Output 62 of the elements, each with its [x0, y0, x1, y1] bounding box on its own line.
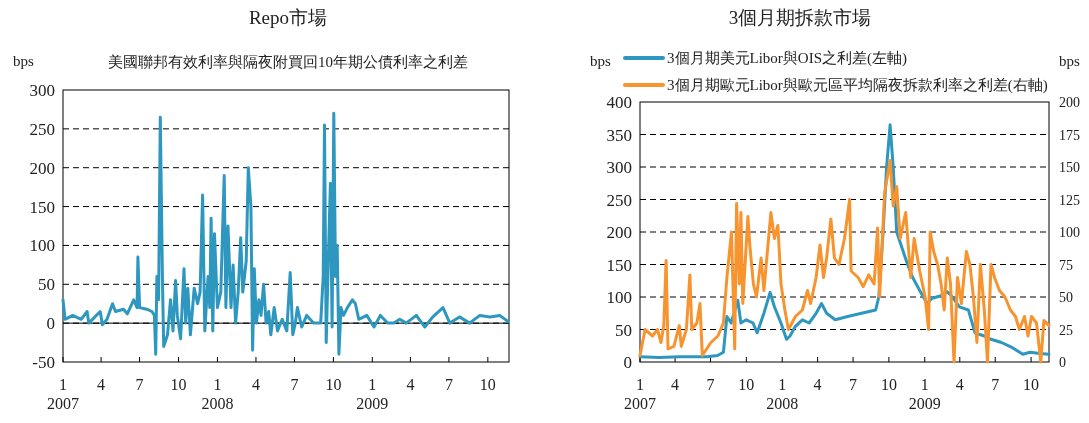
x-tick-label: 1 2007 [47, 376, 79, 413]
x-tick-label: 7 [290, 376, 299, 393]
x-tick-label: 10 [325, 376, 342, 393]
y-tick-label: 100 [29, 236, 55, 256]
x-tick-label: 1 2009 [908, 376, 941, 413]
y2-tick-label: 75 [1059, 257, 1073, 273]
x-tick-label: 1 2007 [624, 376, 656, 413]
y-tick-label: 250 [29, 119, 55, 139]
y2-tick-label: 125 [1059, 192, 1080, 208]
legend-label: 3個月期歐元Libor與歐元區平均隔夜拆款利率之利差(右軸) [667, 77, 1048, 94]
y-tick-label: 150 [29, 197, 55, 217]
y-tick-label: -50 [32, 353, 55, 372]
legend-item: 3個月期美元Libor與OIS之利差(左軸) [623, 50, 907, 66]
y-tick-label: 350 [606, 125, 632, 145]
y2-tick-label: 50 [1059, 290, 1073, 305]
x-tick-label: 7 [991, 376, 1000, 393]
y-tick-label: 100 [606, 288, 632, 307]
y-axis-title: bps [13, 53, 34, 69]
x-tick-label: 4 [97, 376, 106, 393]
legend-label: 3個月期美元Libor與OIS之利差(左軸) [667, 50, 907, 67]
y2-tick-label: 200 [1059, 95, 1080, 110]
line-series [61, 111, 510, 356]
x-tick-label: 10 [479, 376, 496, 393]
x-tick-label: 10 [1023, 376, 1040, 393]
y-tick-label: 0 [46, 314, 55, 334]
chart-subtitle: 美國聯邦有效利率與隔夜附買回10年期公債利率之利差 [108, 54, 468, 70]
x-tick-label: 4 [671, 376, 680, 393]
x-tick-label: 7 [444, 376, 453, 393]
y-tick-label: 300 [29, 81, 55, 100]
chart-title: Repo市場 [248, 7, 328, 28]
y-tick-label: 200 [29, 158, 55, 178]
x-tick-label: 4 [955, 376, 964, 393]
y-tick-label: 400 [606, 93, 632, 112]
y-tick-label: 50 [615, 320, 632, 340]
line-series [638, 159, 1051, 364]
chart-title: 3個月期拆款市場 [728, 7, 872, 28]
x-tick-label: 10 [738, 376, 755, 393]
y-tick-label: 300 [606, 158, 632, 177]
y-tick-label: 0 [623, 353, 632, 372]
y2-tick-label: 175 [1059, 127, 1080, 143]
x-tick-label: 10 [880, 376, 897, 393]
y-tick-label: 150 [606, 255, 632, 275]
y-axis-title: bps [590, 53, 611, 69]
legend-item: 3個月期歐元Libor與歐元區平均隔夜拆款利率之利差(右軸) [623, 77, 1048, 93]
x-tick-label: 7 [135, 376, 144, 393]
y2-axis-title: bps [1059, 53, 1080, 69]
x-tick-label: 1 2008 [766, 376, 799, 413]
x-tick-label: 4 [813, 376, 822, 393]
x-tick-label: 7 [706, 376, 715, 393]
y2-tick-label: 25 [1059, 322, 1073, 338]
x-tick-label: 1 2008 [201, 376, 234, 413]
y2-tick-label: 150 [1059, 160, 1080, 175]
y2-tick-label: 0 [1059, 355, 1066, 370]
x-tick-label: 7 [849, 376, 858, 393]
x-tick-label: 10 [170, 376, 187, 393]
x-tick-label: 4 [406, 376, 415, 393]
y2-tick-label: 100 [1059, 225, 1080, 240]
y-tick-label: 50 [38, 275, 55, 295]
y-tick-label: 200 [606, 223, 632, 242]
x-tick-label: 1 2009 [356, 376, 389, 413]
y-tick-label: 250 [606, 190, 632, 210]
x-tick-label: 4 [251, 376, 260, 393]
